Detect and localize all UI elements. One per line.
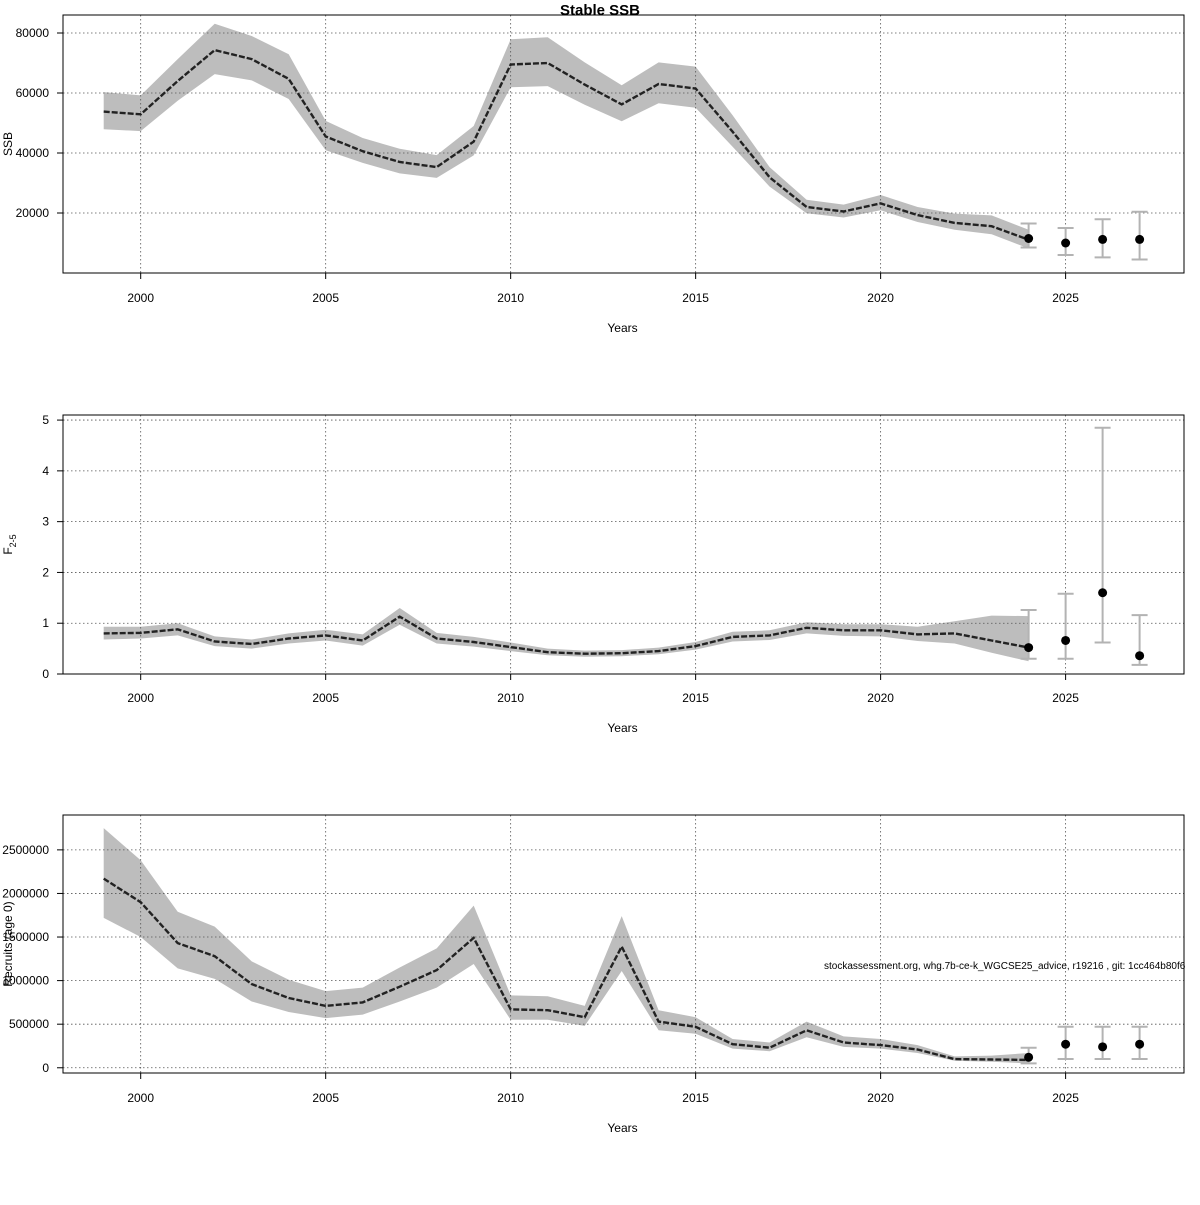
fbar-series-line: [103, 615, 1029, 655]
fbar-projection-point-2027: [1135, 651, 1145, 661]
ssb-projection-point-2024: [1024, 234, 1034, 243]
fbar-projection-2025: [1057, 592, 1074, 660]
rec-y-axis-label-main: Recruits (age 0): [1, 901, 15, 986]
rec-plot-frame: [62, 814, 1185, 1074]
rec-xtick-label-2020: 2020: [867, 1091, 894, 1105]
fishing-mortality-panel: 2000 2005 2010 2015 2020 2025 0 1 2 3 4 5 Years F2-5: [1, 413, 1185, 735]
ssb-xtick-label-2025: 2025: [1052, 291, 1079, 305]
rec-projection-2024: [1020, 1046, 1037, 1065]
ssb-series-line: [103, 48, 1030, 241]
chart-title: Stable SSB: [560, 2, 640, 19]
ssb-x-axis-label: Years: [607, 321, 637, 335]
fbar-ytick-label-0: 0: [42, 667, 49, 681]
fbar-plot-frame: [62, 414, 1185, 675]
rec-projection-point-2024: [1024, 1052, 1034, 1062]
rec-xtick-label-2000: 2000: [127, 1091, 154, 1105]
fbar-xtick-label-2000: 2000: [127, 691, 154, 705]
rec-projection-2027: [1131, 1025, 1148, 1061]
rec-xtick-label-2025: 2025: [1052, 1091, 1079, 1105]
fbar-confidence-band: [103, 608, 1029, 662]
fbar-y-axis-label-main: F: [1, 547, 15, 554]
ssb-projection-2027: [1131, 210, 1148, 261]
fbar-xtick-label-2020: 2020: [867, 691, 894, 705]
ssb-projection-point-2027: [1135, 234, 1145, 244]
watermark-text: stockassessment.org, whg.7b-ce-k_WGCSE25…: [824, 961, 1186, 972]
ssb-y-axis-label: SSB: [1, 132, 15, 156]
fbar-x-axis-label: Years: [607, 721, 637, 735]
fbar-ytick-label-4: 4: [42, 464, 49, 478]
fbar-y-axis-label: F2-5: [1, 534, 18, 554]
rec-confidence-band: [103, 828, 1029, 1064]
rec-xtick-label-2010: 2010: [497, 1091, 524, 1105]
ssb-xtick-label-2015: 2015: [682, 291, 709, 305]
ssb-ytick-label-20000: 20000: [16, 206, 50, 220]
ssb-ytick-label-60000: 60000: [16, 86, 50, 100]
ssb-ytick-label-40000: 40000: [16, 146, 50, 160]
ssb-xtick-label-2000: 2000: [127, 291, 154, 305]
rec-projection-point-2025: [1061, 1039, 1071, 1049]
ssb-xtick-label-2005: 2005: [312, 291, 339, 305]
rec-y-axis-label: Recruits (age 0): [1, 901, 15, 986]
fbar-ytick-label-1: 1: [42, 616, 49, 630]
rec-projection-point-2027: [1135, 1039, 1145, 1049]
rec-ytick-label-2000000: 2000000: [2, 886, 49, 900]
rec-projection-2026: [1094, 1025, 1111, 1061]
fbar-ytick-label-2: 2: [42, 565, 49, 579]
fbar-xtick-label-2005: 2005: [312, 691, 339, 705]
fbar-ytick-label-3: 3: [42, 515, 49, 529]
rec-xtick-label-2005: 2005: [312, 1091, 339, 1105]
fbar-xtick-label-2025: 2025: [1052, 691, 1079, 705]
ssb-confidence-band: [103, 23, 1029, 249]
fbar-projection-2027: [1131, 614, 1148, 666]
fbar-projection-point-2025: [1061, 635, 1071, 645]
rec-ytick-label-0: 0: [42, 1061, 49, 1075]
rec-ytick-label-500000: 500000: [9, 1017, 49, 1031]
ssb-projection-2026: [1094, 218, 1111, 259]
ssb-xtick-label-2010: 2010: [497, 291, 524, 305]
fbar-y-axis-label-subscript: 2-5: [8, 534, 18, 547]
ssb-projection-2024: [1020, 222, 1037, 249]
fbar-projection-point-2024: [1024, 643, 1034, 653]
fbar-projection-2024: [1020, 609, 1037, 660]
fbar-xtick-label-2015: 2015: [682, 691, 709, 705]
rec-projection-2025: [1057, 1025, 1074, 1061]
rec-series-line: [103, 877, 1029, 1062]
ssb-projection-point-2026: [1098, 234, 1108, 244]
rec-ytick-label-1000000: 1000000: [2, 974, 49, 988]
ssb-y-axis-label-main: SSB: [1, 132, 15, 156]
ssb-projection-2025: [1057, 227, 1074, 256]
fbar-projection-2026: [1094, 426, 1111, 644]
rec-projection-point-2026: [1098, 1042, 1108, 1052]
ssb-plot-frame: [62, 14, 1185, 274]
ssb-projection-point-2025: [1061, 238, 1071, 248]
ssb-ytick-label-80000: 80000: [16, 26, 50, 40]
ssb-panel: 2000 2005 2010 2015 2020 2025 20000 40000 60000 8…: [1, 14, 1185, 335]
rec-ytick-label-1500000: 1500000: [2, 930, 49, 944]
rec-xtick-label-2015: 2015: [682, 1091, 709, 1105]
fbar-ytick-label-5: 5: [42, 413, 49, 427]
rec-x-axis-label: Years: [607, 1121, 637, 1135]
rec-ytick-label-2500000: 2500000: [2, 843, 49, 857]
recruitment-panel: 2000 2005 2010 2015 2020 2025 0 500000 1000000 15…: [1, 814, 1185, 1135]
fbar-projection-point-2026: [1098, 588, 1108, 598]
fbar-xtick-label-2010: 2010: [497, 691, 524, 705]
ssb-xtick-label-2020: 2020: [867, 291, 894, 305]
